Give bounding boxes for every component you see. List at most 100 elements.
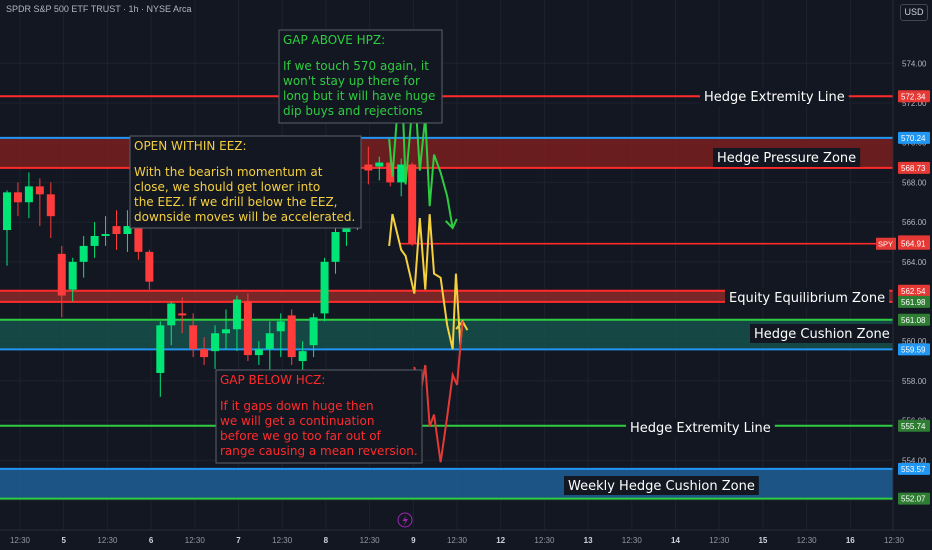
zone-label: Hedge Extremity Line (630, 421, 771, 436)
price-tag-label: 562.54 (901, 287, 926, 296)
price-tag (898, 295, 930, 308)
time-tick-label: 15 (758, 536, 767, 545)
price-tag-label: 553.57 (901, 465, 926, 474)
price-tick-label: 558.00 (902, 377, 927, 386)
time-tick-label: 12:30 (185, 536, 206, 545)
time-tick-label: 16 (846, 536, 855, 545)
time-tick-label: 12:30 (272, 536, 293, 545)
price-axis[interactable]: 574.00572.00570.00568.00566.00564.00562.… (876, 0, 932, 550)
annotation-line: long but it will have huge (283, 89, 435, 103)
price-tag (898, 419, 930, 432)
candle-body (178, 313, 187, 316)
candle-body (3, 192, 11, 231)
candle-body (276, 321, 285, 332)
candle-body (254, 349, 263, 356)
candle-body (46, 194, 55, 217)
annotation-line: If it gaps down huge then (220, 399, 374, 413)
candle-body (145, 251, 154, 282)
price-tag-label: 561.08 (901, 316, 926, 325)
candle-body (35, 186, 44, 195)
zone-label-bg (700, 87, 849, 106)
candle-body (386, 162, 395, 183)
time-tick-label: 7 (236, 536, 241, 545)
candle-body (265, 333, 274, 350)
price-tick-label: 564.00 (902, 258, 927, 267)
time-tick-label: 12:30 (884, 536, 905, 545)
lightning-icon[interactable] (397, 512, 413, 528)
time-tick-label: 12:30 (534, 536, 555, 545)
zone-label: Equity Equilibrium Zone (729, 291, 885, 306)
annotation-line: close, we should get lower into (134, 180, 320, 194)
price-tag-label: 559.59 (901, 345, 926, 354)
candle-body (232, 299, 241, 330)
zone-label: Hedge Cushion Zone (754, 327, 890, 342)
zone-band (0, 468, 893, 499)
candle-body (79, 245, 88, 262)
time-tick-label: 9 (411, 536, 416, 545)
zone-label-bg (626, 418, 775, 437)
time-tick-label: 12:30 (10, 536, 31, 545)
annotation-line: we will get a continuation (220, 414, 374, 428)
price-tag (898, 313, 930, 326)
zone-label-bg (725, 288, 890, 307)
price-tag (898, 343, 930, 356)
annotation-line: downside moves will be accelerated. (134, 210, 355, 224)
time-tick-label: 12:30 (797, 536, 818, 545)
zone-band (0, 290, 893, 302)
annotation-line: If we touch 570 again, it (283, 59, 429, 73)
symbol-title: SPDR S&P 500 ETF TRUST · 1h · NYSE Arca (6, 4, 192, 14)
candle-body (134, 226, 143, 252)
text-annotations: GAP ABOVE HPZ: If we touch 570 again, it w… (129, 29, 443, 464)
arrow-head (444, 218, 458, 230)
annotation-box (278, 29, 443, 124)
price-tag (898, 462, 930, 475)
time-tick-label: 14 (671, 536, 680, 545)
annotation-title: GAP BELOW HCZ: (220, 373, 325, 387)
price-tag (898, 161, 930, 174)
projection-line (413, 321, 464, 463)
candle-body (123, 226, 132, 235)
price-tick-label: 568.00 (902, 178, 927, 187)
time-tick-label: 12:30 (709, 536, 730, 545)
candle-body (364, 164, 373, 171)
price-tag-label: 572.34 (901, 92, 926, 101)
price-tag-label: 552.07 (901, 495, 926, 504)
zone-label: Hedge Extremity Line (704, 90, 845, 105)
candle-body (112, 226, 121, 235)
candle-body (13, 192, 22, 203)
time-tick-label: 12:30 (97, 536, 118, 545)
candle-body (375, 162, 384, 167)
price-tag (898, 90, 930, 103)
time-tick-label: 8 (324, 536, 329, 545)
annotation-title: GAP ABOVE HPZ: (283, 33, 385, 47)
time-tick-label: 13 (584, 536, 593, 545)
candle-body (211, 333, 220, 352)
time-tick-label: 12:30 (447, 536, 468, 545)
annotation-line: dip buys and rejections (283, 104, 423, 118)
candle-body (331, 232, 340, 262)
candle-body (68, 261, 77, 290)
candle-body (189, 325, 198, 350)
price-tag-label: 555.74 (901, 422, 926, 431)
candle-body (309, 317, 318, 346)
price-tag-label: 568.73 (901, 164, 926, 173)
time-tick-label: 5 (61, 536, 66, 545)
price-tag (898, 284, 930, 297)
price-tag-label: 570.24 (901, 134, 926, 143)
currency-button[interactable]: USD (900, 4, 928, 21)
price-tick-label: 560.00 (902, 337, 927, 346)
annotation-box (215, 369, 423, 464)
price-tag (898, 237, 930, 250)
price-tag (898, 131, 930, 144)
candle-body (320, 261, 329, 314)
candle-body (397, 164, 406, 183)
price-tick-label: 572.00 (902, 99, 927, 108)
candle-body (408, 164, 417, 244)
annotation-line: range causing a mean reversion. (220, 444, 418, 458)
zone-label: Hedge Pressure Zone (717, 151, 856, 166)
time-axis[interactable]: 12:30 5 12:30 6 12:30 7 12:30 8 12:30 9 12:30 12 12:… (0, 529, 932, 545)
candle-body (156, 325, 165, 373)
annotation-box (129, 135, 362, 229)
